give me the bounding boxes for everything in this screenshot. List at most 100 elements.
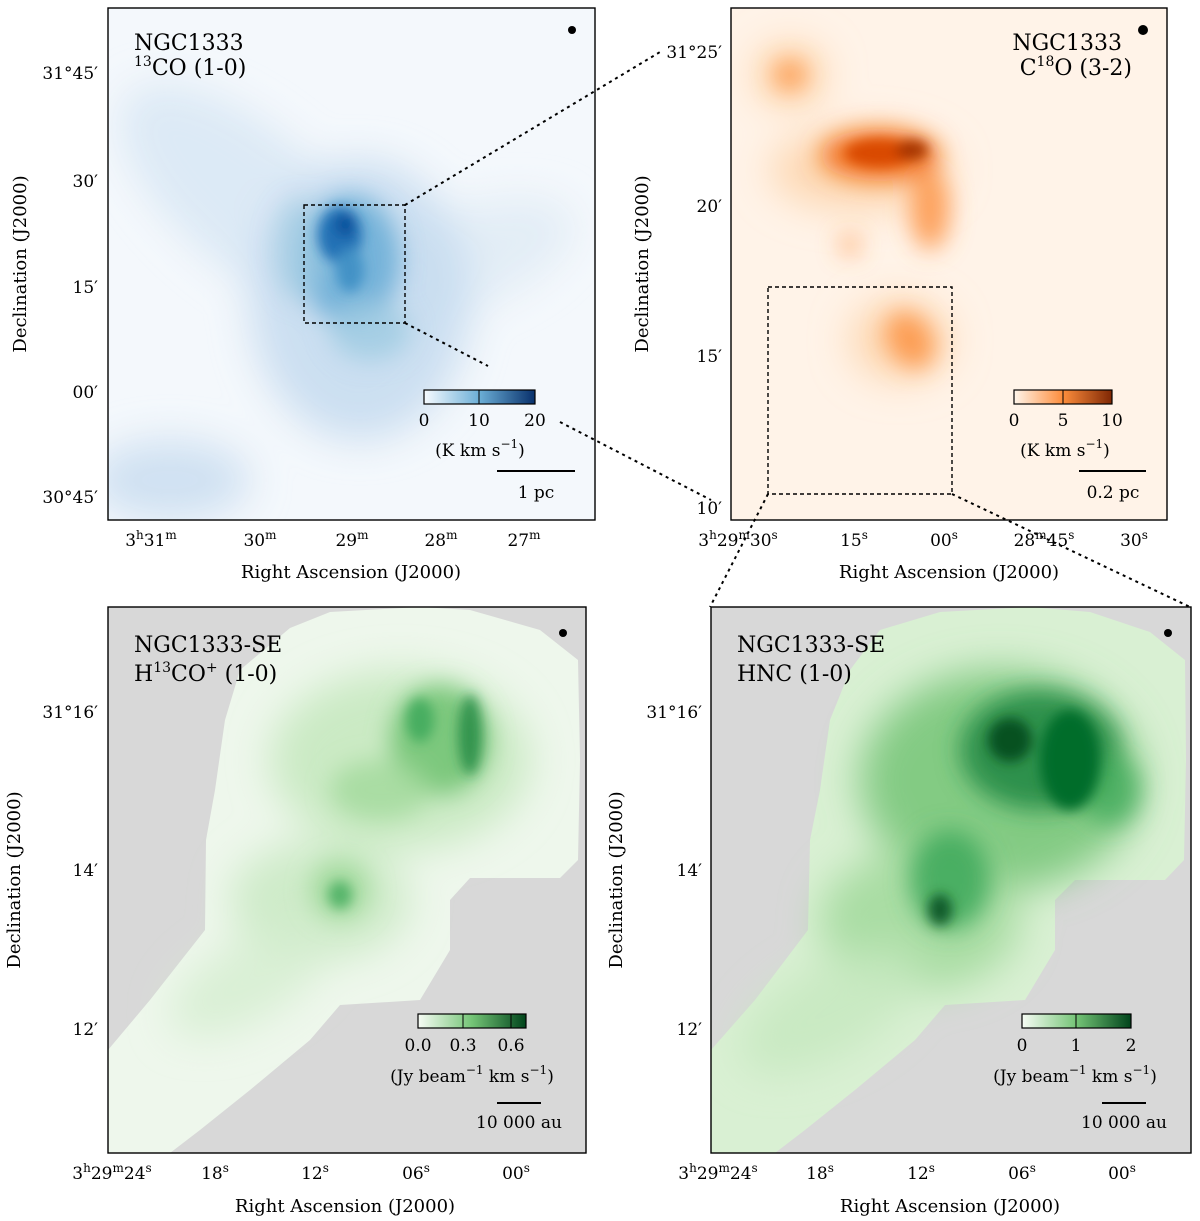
y-axis-label: Declination (J2000) [606, 791, 627, 968]
x-ticks: 3h29m24s 18s 12s 06s 00s [72, 1161, 530, 1184]
x-axis-label: Right Ascension (J2000) [839, 562, 1059, 583]
x-axis-label: Right Ascension (J2000) [235, 1196, 455, 1217]
colorbar: 0 1 2 (Jy beam−1 km s−1) [993, 1013, 1157, 1087]
plot-frame [107, 7, 596, 521]
colorbar-tick-label: 10 [1101, 411, 1123, 431]
beam-marker [1138, 25, 1148, 35]
panel-title-tracer: H13CO+ (1-0) [134, 660, 277, 687]
y-tick-label: 14′ [73, 861, 99, 881]
x-tick-label: 30s [1120, 528, 1148, 551]
x-tick-label: 28m45s [1014, 528, 1075, 551]
beam-marker [559, 629, 567, 637]
y-tick-label: 31°45′ [42, 64, 98, 84]
panel-title-target: NGC1333 [1012, 31, 1122, 56]
colorbar-tick-label: 20 [524, 411, 546, 431]
colorbar-tick-label: 2 [1126, 1036, 1137, 1056]
y-tick-label: 31°16′ [646, 703, 702, 723]
x-tick-label: 18s [201, 1161, 229, 1184]
x-tick-label: 30m [243, 528, 277, 551]
y-tick-label: 12′ [73, 1020, 99, 1040]
x-tick-label: 06s [402, 1161, 430, 1184]
x-ticks: 3h31m 30m 29m 28m 27m [125, 528, 541, 551]
panel-h13co-plus: NGC1333-SE H13CO+ (1-0) 0.0 0.3 0.6 (Jy … [4, 606, 587, 1217]
scalebar-label: 10 000 au [476, 1113, 562, 1133]
x-tick-label: 3h29m24s [678, 1161, 757, 1184]
scalebar: 1 pc [497, 470, 575, 503]
x-tick-label: 27m [507, 528, 541, 551]
panel-title-tracer: C18O (3-2) [1020, 54, 1132, 81]
x-axis-label: Right Ascension (J2000) [241, 562, 461, 583]
colorbar-unit: (K km s−1) [435, 437, 525, 461]
y-ticks: 31°45′ 30′ 15′ 00′ 30°45′ [42, 64, 98, 508]
x-tick-label: 3h29m30s [698, 528, 777, 551]
x-tick-label: 12s [301, 1161, 329, 1184]
x-tick-label: 3h31m [125, 528, 177, 551]
x-axis-label: Right Ascension (J2000) [840, 1196, 1060, 1217]
panel-c18o: NGC1333 C18O (3-2) 0 5 10 (K km s−1) 0.2… [632, 7, 1168, 583]
emission-map [711, 607, 1186, 1153]
x-ticks: 3h29m30s 15s 00s 28m45s 30s [698, 528, 1148, 551]
x-tick-label: 3h29m24s [72, 1161, 151, 1184]
plot-frame [710, 606, 1192, 1154]
plot-frame [107, 606, 587, 1154]
panel-title-tracer: 13CO (1-0) [134, 54, 246, 81]
scalebar: 0.2 pc [1079, 470, 1146, 503]
emission-map [108, 84, 575, 520]
colorbar-tick-label: 0.6 [497, 1036, 524, 1056]
panel-title-target: NGC1333 [134, 31, 244, 56]
zoom-box [303, 204, 406, 324]
y-tick-label: 31°25′ [666, 43, 722, 63]
colorbar-tick-label: 0.0 [404, 1036, 431, 1056]
y-tick-label: 30°45′ [42, 488, 98, 508]
plot-frame [730, 7, 1168, 521]
colorbar-tick-label: 0.3 [449, 1036, 476, 1056]
zoom-connectors [404, 51, 1191, 608]
scalebar-label: 1 pc [518, 483, 555, 503]
colorbar-tick-label: 0 [1009, 411, 1020, 431]
x-tick-label: 12s [907, 1161, 935, 1184]
beam-marker [1164, 629, 1172, 637]
x-ticks: 3h29m24s 18s 12s 06s 00s [678, 1161, 1136, 1184]
y-axis-label: Declination (J2000) [10, 175, 31, 352]
scalebar-label: 10 000 au [1081, 1113, 1167, 1133]
panel-title-tracer: HNC (1-0) [737, 662, 852, 687]
y-tick-label: 10′ [697, 499, 723, 519]
emission-map [108, 607, 580, 1153]
y-tick-label: 20′ [697, 197, 723, 217]
panel-hnc: NGC1333-SE HNC (1-0) 0 1 2 (Jy beam−1 km… [606, 606, 1192, 1217]
emission-map [755, 45, 950, 380]
y-axis-label: Declination (J2000) [632, 175, 653, 352]
x-tick-label: 15s [840, 528, 868, 551]
x-tick-label: 29m [335, 528, 369, 551]
colorbar-tick-label: 5 [1058, 411, 1069, 431]
colorbar: 0 5 10 (K km s−1) [1009, 389, 1123, 461]
colorbar-unit: (K km s−1) [1020, 437, 1110, 461]
colorbar-tick-label: 10 [468, 411, 490, 431]
panel-13co: NGC1333 13CO (1-0) 0 10 20 (K km s−1) 1 … [10, 7, 596, 583]
y-tick-label: 15′ [697, 347, 723, 367]
zoom-box [767, 286, 953, 495]
scalebar: 10 000 au [476, 1102, 562, 1133]
y-tick-label: 12′ [677, 1020, 703, 1040]
colorbar: 0.0 0.3 0.6 (Jy beam−1 km s−1) [390, 1013, 554, 1087]
x-tick-label: 00s [930, 528, 958, 551]
y-tick-label: 31°16′ [42, 703, 98, 723]
y-ticks: 31°16′ 14′ 12′ [646, 703, 702, 1040]
x-tick-label: 28m [424, 528, 458, 551]
panel-title-target: NGC1333-SE [737, 633, 885, 658]
y-tick-label: 15′ [73, 278, 99, 298]
y-tick-label: 14′ [677, 861, 703, 881]
colorbar-tick-label: 0 [419, 411, 430, 431]
colorbar: 0 10 20 (K km s−1) [419, 389, 546, 461]
colorbar-unit: (Jy beam−1 km s−1) [390, 1063, 554, 1087]
panel-title-target: NGC1333-SE [134, 633, 282, 658]
x-tick-label: 00s [1108, 1161, 1136, 1184]
x-tick-label: 00s [502, 1161, 530, 1184]
y-tick-label: 00′ [73, 383, 99, 403]
y-axis-label: Declination (J2000) [4, 791, 25, 968]
x-tick-label: 06s [1008, 1161, 1036, 1184]
scalebar-label: 0.2 pc [1087, 483, 1140, 503]
colorbar-tick-label: 1 [1071, 1036, 1082, 1056]
scalebar: 10 000 au [1081, 1102, 1167, 1133]
